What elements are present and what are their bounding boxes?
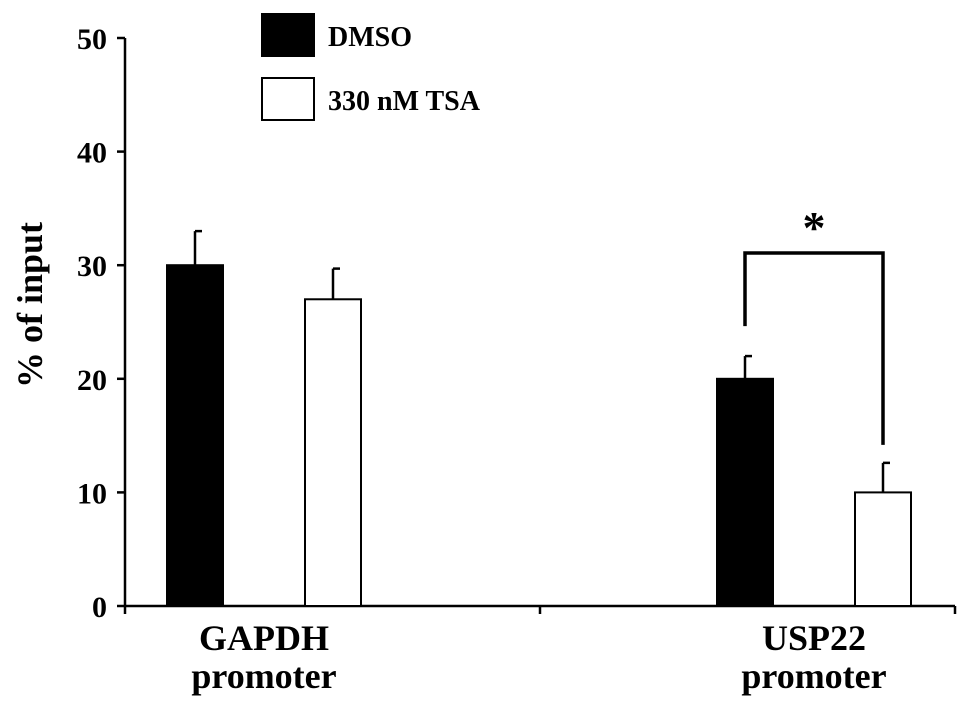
y-tick-label: 20 xyxy=(77,364,107,397)
legend-swatch-tsa xyxy=(261,77,315,121)
y-tick-label: 40 xyxy=(77,137,107,170)
y-tick-label: 0 xyxy=(92,591,107,624)
x-category-label: GAPDH xyxy=(199,618,329,658)
y-tick-label: 50 xyxy=(77,23,107,56)
x-category-label: promoter xyxy=(191,656,336,696)
significance-label: * xyxy=(803,202,826,253)
legend: DMSO 330 nM TSA xyxy=(261,13,481,121)
bar-dmso-usp22 xyxy=(716,377,774,607)
x-category-label: promoter xyxy=(741,656,886,696)
y-axis-title: % of input xyxy=(10,222,50,388)
x-category-label: USP22 xyxy=(762,618,866,658)
bar-tsa-usp22 xyxy=(854,491,912,607)
y-tick-label: 30 xyxy=(77,250,107,283)
bar-tsa-gapdh xyxy=(304,298,362,607)
bars xyxy=(166,229,912,607)
significance-annotation: * xyxy=(743,202,885,445)
legend-label-tsa: 330 nM TSA xyxy=(328,86,481,117)
legend-swatch-dmso xyxy=(261,13,315,57)
bar-dmso-gapdh xyxy=(166,264,224,607)
significance-bracket xyxy=(743,251,885,445)
legend-label-dmso: DMSO xyxy=(328,22,412,53)
y-tick-label: 10 xyxy=(77,477,107,510)
